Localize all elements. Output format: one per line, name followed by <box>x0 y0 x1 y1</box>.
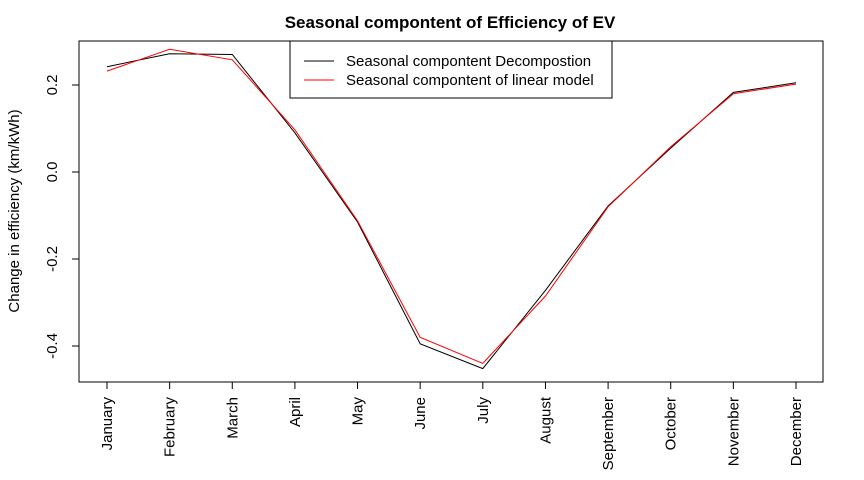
legend-label-decomposition: Seasonal compontent Decompostion <box>346 53 591 70</box>
x-tick-label: October <box>663 397 680 450</box>
y-axis-label: Change in efficiency (km/kWh) <box>6 109 23 312</box>
x-tick-label: March <box>224 397 241 439</box>
x-tick-label: June <box>412 397 429 430</box>
y-tick-label: -0.2 <box>44 246 61 272</box>
x-tick-label: August <box>537 396 554 444</box>
y-axis: 0.2 0.0 -0.2 -0.4 <box>44 75 79 359</box>
x-tick-label: December <box>788 397 805 466</box>
series-group <box>106 48 797 370</box>
legend-box <box>289 40 613 99</box>
x-tick-label: February <box>162 397 179 458</box>
x-tick-label: September <box>600 397 617 470</box>
chart-title: Seasonal compontent of Efficiency of EV <box>285 13 616 32</box>
series-line-decomposition <box>106 53 797 370</box>
x-tick-label: April <box>287 397 304 427</box>
x-tick-label: July <box>475 397 492 424</box>
x-tick-label: January <box>99 397 116 451</box>
series-line-linear-model <box>106 48 797 364</box>
x-tick-label: May <box>350 397 367 426</box>
legend-label-linear-model: Seasonal compontent of linear model <box>346 72 594 89</box>
x-axis: January February March April May June July Augu… <box>99 382 805 470</box>
y-tick-label: -0.4 <box>44 333 61 359</box>
legend: Seasonal compontent Decompostion Seasona… <box>289 40 613 99</box>
x-tick-label: November <box>725 397 742 466</box>
y-tick-label: 0.2 <box>44 75 61 96</box>
y-tick-label: 0.0 <box>44 162 61 183</box>
